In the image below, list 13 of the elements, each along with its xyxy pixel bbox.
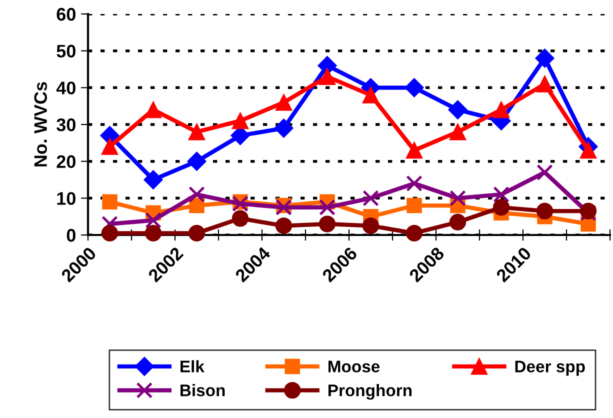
- y-tick-label: 50: [56, 44, 76, 58]
- y-axis-title: No. WVCs: [34, 82, 47, 166]
- legend-label: Moose: [328, 360, 380, 372]
- legend-label: Bison: [180, 384, 225, 396]
- y-tick-label: 10: [57, 192, 76, 205]
- legend-label: Pronghorn: [328, 384, 412, 400]
- legend-label: Deer spp: [515, 360, 585, 376]
- y-tick-label: 60: [56, 8, 76, 21]
- y-tick-label: 40: [56, 82, 76, 94]
- y-tick-label: 30: [56, 118, 76, 132]
- y-tick-label: 20: [56, 155, 76, 168]
- y-tick-label: 0: [66, 228, 76, 242]
- legend-label: Elk: [180, 360, 204, 372]
